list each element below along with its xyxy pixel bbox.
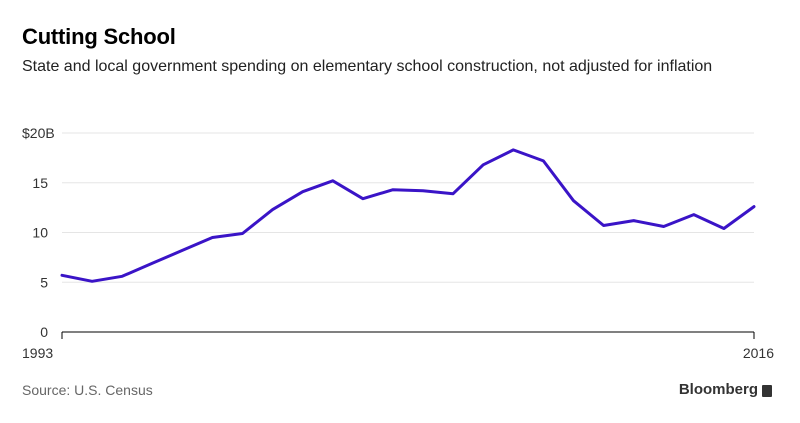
brand-label: Bloomberg [678, 381, 758, 398]
y-tick-label: $20B [22, 125, 55, 141]
y-axis-ticks: $20B 15 10 5 0 [22, 125, 55, 340]
x-axis: 1993 2016 [22, 331, 774, 361]
chart-title: Cutting School [22, 24, 176, 49]
y-tick-label: 10 [32, 225, 48, 241]
chart-subtitle: State and local government spending on e… [22, 58, 713, 75]
x-tick-label: 1993 [22, 345, 53, 361]
source-note: Source: U.S. Census [22, 382, 153, 398]
series-layer [60, 148, 756, 283]
gridlines [62, 132, 754, 283]
series-line-0 [60, 148, 756, 283]
bloomberg-logo: Bloomberg [679, 381, 772, 398]
bloomberg-icon [762, 384, 772, 397]
y-tick-label: 15 [32, 175, 48, 191]
y-tick-label: 5 [40, 274, 48, 290]
x-tick-label: 2016 [743, 345, 774, 361]
y-tick-label: 0 [40, 324, 48, 340]
